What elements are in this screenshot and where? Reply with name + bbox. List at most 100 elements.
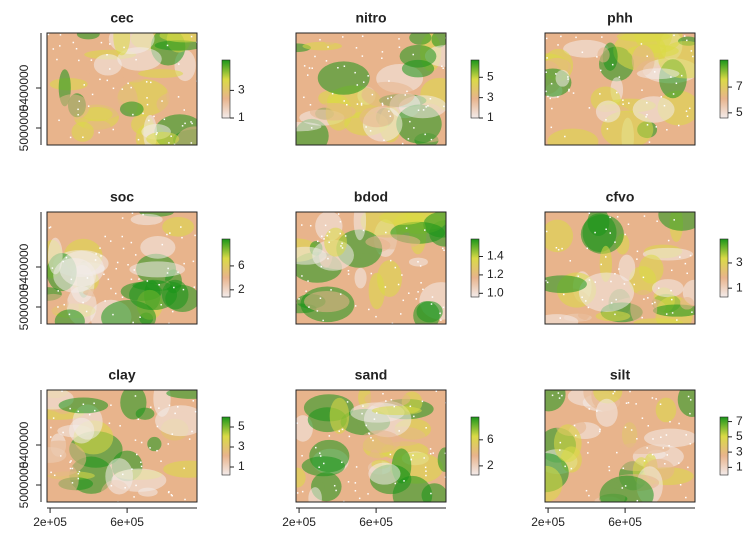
raster-speck: [346, 104, 348, 106]
raster: [521, 372, 706, 515]
raster-speck: [50, 472, 52, 474]
raster-speck: [50, 436, 52, 438]
raster-patch: [355, 268, 367, 289]
raster-speck: [558, 249, 560, 251]
raster-speck: [329, 231, 331, 233]
panel-title: cfvo: [606, 189, 635, 205]
raster-speck: [79, 471, 81, 473]
raster-speck: [385, 232, 387, 234]
raster-speck: [628, 224, 630, 226]
raster-speck: [162, 244, 164, 246]
raster-speck: [560, 442, 562, 444]
raster: [32, 380, 219, 510]
colorbar: [720, 239, 728, 297]
raster-speck: [666, 434, 668, 436]
raster-speck: [70, 468, 72, 470]
raster-speck: [56, 59, 58, 61]
raster-speck: [110, 404, 112, 406]
raster-speck: [354, 72, 356, 74]
raster-speck: [424, 134, 426, 136]
raster-patch: [656, 398, 677, 423]
y-tick-label: 5400000: [17, 64, 31, 111]
raster-speck: [104, 236, 106, 238]
raster-speck: [71, 279, 73, 281]
raster-speck: [436, 390, 438, 392]
raster-patch: [310, 103, 356, 121]
raster-speck: [609, 217, 611, 219]
raster-speck: [568, 90, 570, 92]
raster-speck: [652, 303, 654, 305]
raster-speck: [367, 493, 369, 495]
raster-speck: [578, 276, 580, 278]
raster-speck: [362, 405, 364, 407]
raster-speck: [191, 36, 193, 38]
raster-speck: [320, 455, 322, 457]
raster-speck: [624, 283, 626, 285]
raster-speck: [582, 52, 584, 54]
raster-speck: [641, 317, 643, 319]
raster-speck: [371, 273, 373, 275]
raster-speck: [112, 314, 114, 316]
raster-speck: [559, 449, 561, 451]
raster-speck: [671, 299, 673, 301]
raster-speck: [564, 136, 566, 138]
raster-speck: [684, 35, 686, 37]
raster-speck: [400, 313, 402, 315]
raster-speck: [413, 127, 415, 129]
raster-speck: [310, 104, 312, 106]
raster-speck: [571, 468, 573, 470]
raster-speck: [628, 102, 630, 104]
raster-patch: [83, 288, 117, 296]
raster-speck: [73, 42, 75, 44]
raster-speck: [412, 54, 414, 56]
raster-speck: [382, 103, 384, 105]
raster-speck: [589, 408, 591, 410]
raster-speck: [169, 405, 171, 407]
raster-speck: [329, 435, 331, 437]
raster-speck: [327, 46, 329, 48]
raster-speck: [184, 123, 186, 125]
raster-speck: [614, 273, 616, 275]
raster-speck: [164, 119, 166, 121]
raster-patch: [363, 41, 378, 52]
raster-speck: [390, 260, 392, 262]
raster-speck: [425, 475, 427, 477]
raster-patch: [600, 476, 654, 515]
raster-speck: [616, 92, 618, 94]
raster-speck: [58, 120, 60, 122]
raster-speck: [122, 296, 124, 298]
raster-speck: [692, 56, 694, 58]
raster-patch: [138, 69, 183, 78]
raster-speck: [127, 83, 129, 85]
raster-speck: [430, 98, 432, 100]
raster-patch: [105, 458, 133, 494]
legend-tick-label: 3: [238, 439, 245, 453]
raster-speck: [323, 463, 325, 465]
legend-tick-label: 7: [736, 79, 743, 93]
raster-speck: [372, 440, 374, 442]
raster-speck: [70, 137, 72, 139]
raster-speck: [388, 111, 390, 113]
raster-speck: [661, 96, 663, 98]
raster-patch: [535, 314, 578, 329]
raster-speck: [178, 63, 180, 65]
legend-tick-label: 1: [736, 280, 743, 294]
raster-speck: [546, 57, 548, 59]
raster-speck: [298, 298, 300, 300]
raster-patch: [413, 301, 440, 330]
raster-speck: [545, 71, 547, 73]
raster-patch: [556, 70, 570, 87]
raster-speck: [399, 47, 401, 49]
raster-speck: [385, 286, 387, 288]
raster-speck: [191, 123, 193, 125]
colorbar: [471, 417, 479, 475]
raster-speck: [311, 127, 313, 129]
raster-speck: [370, 130, 372, 132]
raster-speck: [138, 278, 140, 280]
raster-speck: [673, 35, 675, 37]
raster-speck: [83, 84, 85, 86]
raster-speck: [607, 128, 609, 130]
raster-speck: [349, 436, 351, 438]
raster-speck: [189, 438, 191, 440]
raster-speck: [63, 304, 65, 306]
